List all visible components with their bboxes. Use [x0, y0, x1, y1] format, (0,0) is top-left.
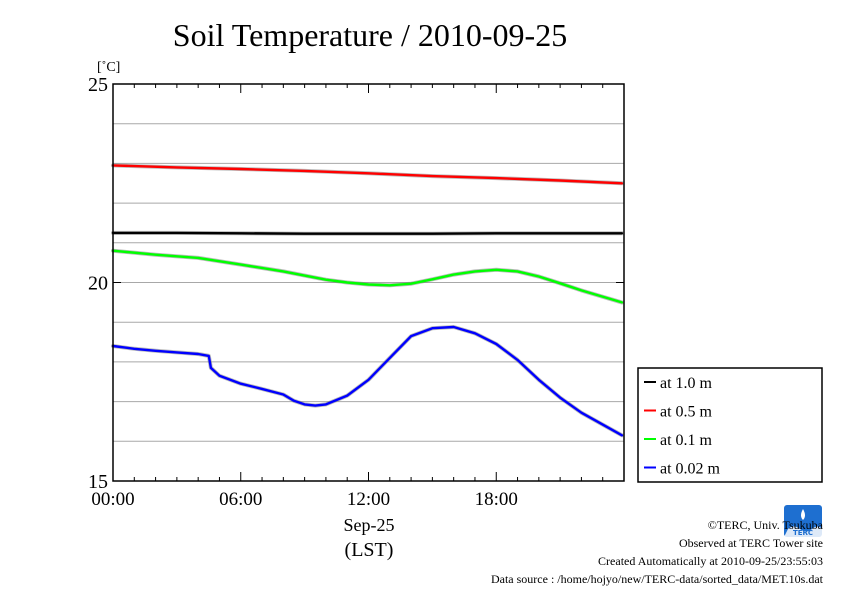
legend: at 1.0 m at 0.5 m at 0.1 m at 0.02 m [637, 367, 823, 483]
observed-text: Observed at TERC Tower site [678, 536, 823, 550]
created-text: Created Automatically at 2010-09-25/23:5… [598, 554, 823, 568]
x-tick-label: 12:00 [347, 489, 390, 510]
x-tick-label: 18:00 [475, 489, 518, 510]
legend-label: at 0.5 m [660, 404, 713, 421]
legend-box [637, 367, 823, 483]
y-tick-label: 15 [88, 471, 108, 493]
legend-label: at 1.0 m [660, 375, 713, 392]
data-source-text: Data source : /home/hojyo/new/TERC-data/… [490, 572, 823, 586]
legend-label: at 0.1 m [660, 432, 713, 449]
y-axis-label: [˚C] [97, 60, 120, 75]
terc-logo-icon: TERC [784, 505, 822, 537]
x-axis-ticks: 00:00 06:00 12:00 18:00 [91, 84, 625, 510]
series-group [111, 163, 624, 438]
y-axis-ticks: 15 20 25 [88, 74, 624, 493]
y-tick-label: 20 [88, 273, 108, 295]
series-line [111, 231, 624, 235]
y-tick-label: 25 [88, 74, 108, 96]
logo-text: TERC [793, 529, 813, 537]
x-axis-date-label: Sep-25 [344, 515, 395, 535]
series-line [111, 249, 624, 304]
x-axis-timezone-label: (LST) [345, 539, 394, 561]
x-tick-label: 06:00 [219, 489, 262, 510]
legend-label: at 0.02 m [660, 461, 721, 478]
series-line [111, 325, 624, 437]
copyright-text: ©TERC, Univ. Tsukuba [707, 518, 823, 532]
chart-title: Soil Temperature / 2010-09-25 [173, 17, 567, 53]
x-tick-label: 00:00 [91, 489, 134, 510]
series-line [111, 164, 624, 185]
series-line-outline [111, 248, 624, 305]
